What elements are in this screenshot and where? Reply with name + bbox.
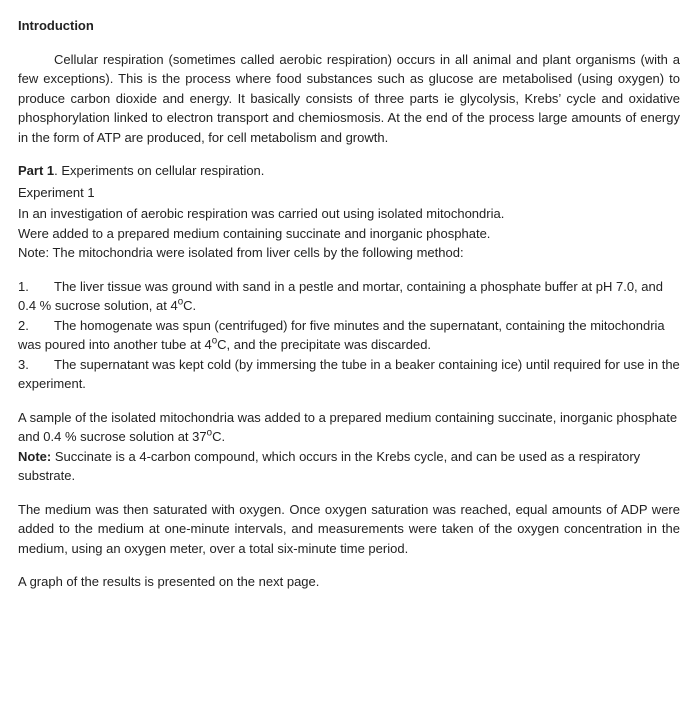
- note-text: Succinate is a 4-carbon compound, which …: [18, 449, 640, 484]
- list-item: 1.The liver tissue was ground with sand …: [18, 277, 680, 316]
- part-line: Part 1. Experiments on cellular respirat…: [18, 161, 680, 181]
- method-list: 1.The liver tissue was ground with sand …: [18, 277, 680, 394]
- step-text: The liver tissue was ground with sand in…: [18, 279, 663, 314]
- step-text-tail: C.: [183, 298, 196, 313]
- exp-intro-line1: In an investigation of aerobic respirati…: [18, 206, 504, 221]
- note-label: Note:: [18, 449, 51, 464]
- step-text: The supernatant was kept cold (by immers…: [18, 357, 680, 392]
- step-number: 3.: [18, 355, 34, 375]
- medium-paragraph: The medium was then saturated with oxyge…: [18, 500, 680, 559]
- experiment-label: Experiment 1: [18, 183, 680, 203]
- section-heading: Introduction: [18, 16, 680, 36]
- sample-block: A sample of the isolated mitochondria wa…: [18, 408, 680, 486]
- graph-line: A graph of the results is presented on t…: [18, 572, 680, 592]
- sample-text: A sample of the isolated mitochondria wa…: [18, 410, 677, 445]
- part-label-rest: . Experiments on cellular respiration.: [54, 163, 264, 178]
- intro-paragraph: Cellular respiration (sometimes called a…: [18, 50, 680, 148]
- part-label-bold: Part 1: [18, 163, 54, 178]
- exp-intro-line2: Were added to a prepared medium containi…: [18, 226, 490, 241]
- list-item: 3.The supernatant was kept cold (by imme…: [18, 355, 680, 394]
- list-item: 2.The homogenate was spun (centrifuged) …: [18, 316, 680, 355]
- sample-text-tail: C.: [212, 429, 225, 444]
- experiment-intro: In an investigation of aerobic respirati…: [18, 204, 680, 263]
- step-number: 2.: [18, 316, 34, 336]
- step-number: 1.: [18, 277, 34, 297]
- exp-intro-line3: Note: The mitochondria were isolated fro…: [18, 245, 464, 260]
- step-text-tail: C, and the precipitate was discarded.: [217, 337, 431, 352]
